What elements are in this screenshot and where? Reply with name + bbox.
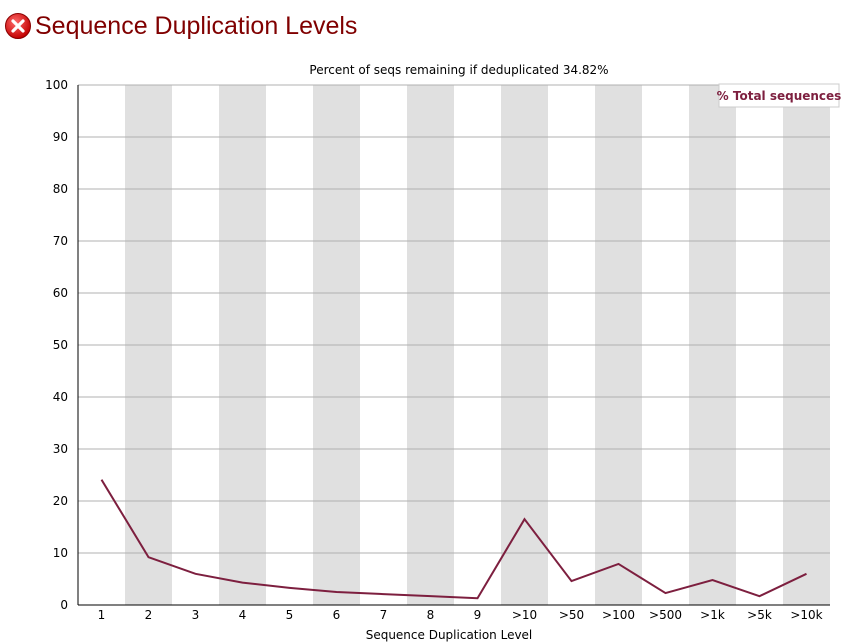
x-tick-label: >50 [559, 608, 584, 622]
x-tick-label: 7 [380, 608, 388, 622]
error-x-icon [5, 13, 31, 39]
x-tick-label: 2 [145, 608, 153, 622]
axes [77, 85, 830, 606]
y-tick-label: 30 [53, 442, 68, 456]
y-tick-label: 50 [53, 338, 68, 352]
grid-lines [78, 84, 830, 554]
y-tick-label: 90 [53, 130, 68, 144]
legend-label: % Total sequences [717, 89, 842, 103]
chart-subtitle: Percent of seqs remaining if deduplicate… [309, 63, 608, 77]
y-tick-label: 20 [53, 494, 68, 508]
x-tick-label: 1 [98, 608, 106, 622]
x-tick-label: 5 [286, 608, 294, 622]
x-tick-label: >500 [649, 608, 682, 622]
y-tick-label: 60 [53, 286, 68, 300]
y-tick-label: 80 [53, 182, 68, 196]
x-tick-label: 8 [427, 608, 435, 622]
x-tick-label: >5k [747, 608, 772, 622]
x-tick-labels: 1 2 3 4 5 6 7 8 9 >10 >50 >100 >500 >1k >5k >10k [98, 608, 823, 622]
x-tick-label: 4 [239, 608, 247, 622]
header: Sequence Duplication Levels [4, 6, 357, 46]
x-tick-label: 9 [474, 608, 482, 622]
x-tick-label: >10 [512, 608, 537, 622]
y-tick-labels: 0 10 20 30 40 50 60 70 80 90 100 [45, 78, 68, 612]
x-tick-label: 6 [333, 608, 341, 622]
y-tick-label: 40 [53, 390, 68, 404]
y-tick-label: 70 [53, 234, 68, 248]
legend: % Total sequences [717, 83, 842, 108]
series-lines [100, 479, 807, 600]
x-axis-label: Sequence Duplication Level [366, 628, 533, 642]
y-tick-label: 100 [45, 78, 68, 92]
x-tick-label: >10k [790, 608, 822, 622]
series-line [100, 479, 807, 600]
page-title: Sequence Duplication Levels [35, 11, 358, 40]
x-tick-label: 3 [192, 608, 200, 622]
y-tick-label: 0 [60, 598, 68, 612]
y-tick-label: 10 [53, 546, 68, 560]
x-tick-label: >1k [700, 608, 725, 622]
x-tick-label: >100 [602, 608, 635, 622]
